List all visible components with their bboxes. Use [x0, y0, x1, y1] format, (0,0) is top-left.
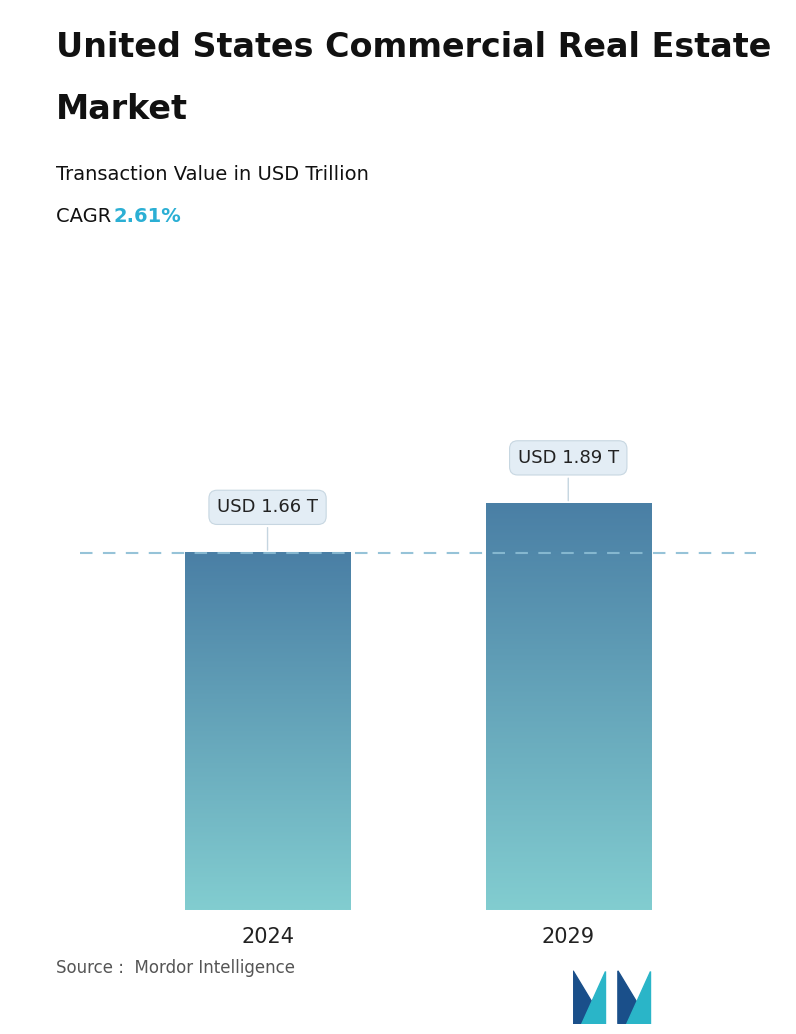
Text: Market: Market — [56, 93, 188, 126]
Text: Transaction Value in USD Trillion: Transaction Value in USD Trillion — [56, 165, 369, 184]
Polygon shape — [581, 971, 605, 1024]
Text: 2.61%: 2.61% — [113, 207, 181, 225]
Polygon shape — [626, 971, 650, 1024]
Text: USD 1.66 T: USD 1.66 T — [217, 498, 318, 550]
Text: Source :  Mordor Intelligence: Source : Mordor Intelligence — [56, 960, 295, 977]
Polygon shape — [573, 971, 605, 1024]
Polygon shape — [618, 971, 650, 1024]
Text: USD 1.89 T: USD 1.89 T — [517, 449, 618, 500]
Text: United States Commercial Real Estate: United States Commercial Real Estate — [56, 31, 771, 64]
Text: CAGR: CAGR — [56, 207, 117, 225]
